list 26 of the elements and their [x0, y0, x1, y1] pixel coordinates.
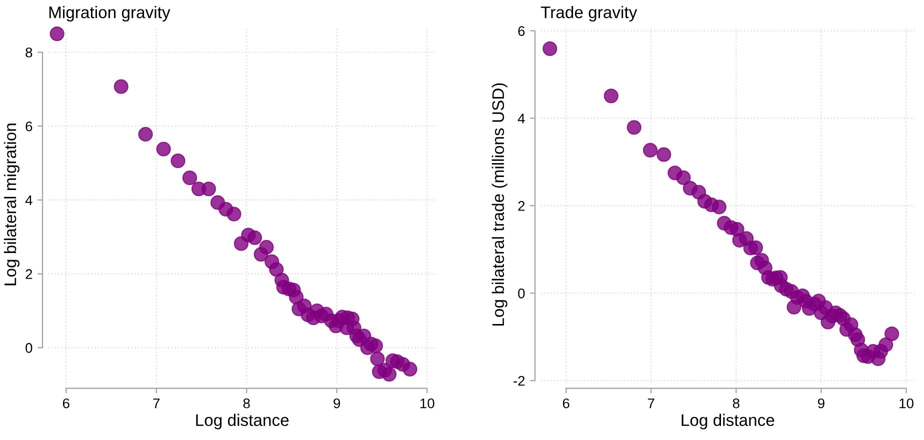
x-axis-title: Log distance [682, 414, 774, 430]
y-axis-title: Log bilateral trade (millions USD) [492, 83, 508, 326]
x-axis-title: Log distance [196, 414, 289, 430]
y-axis-title: Log bilateral migration [4, 124, 20, 286]
x-tick-label: 7 [153, 398, 160, 408]
y-tick-label: 8 [26, 48, 32, 58]
y-tick-label: 4 [25, 195, 32, 206]
x-tick-label: 8 [732, 398, 740, 408]
x-tick-label: 9 [818, 398, 824, 408]
y-tick-label: 0 [26, 343, 32, 353]
x-tick-label: 9 [334, 398, 340, 408]
y-tick-label: 4 [518, 114, 525, 124]
x-tick-label: 7 [648, 398, 654, 408]
y-tick-label: 6 [26, 121, 32, 132]
x-tick-label: 6 [62, 398, 70, 408]
y-tick-label: 2 [518, 201, 525, 211]
y-tick-label: 6 [518, 26, 525, 36]
y-tick-label: 0 [518, 288, 525, 298]
x-tick-label: 8 [243, 398, 250, 408]
x-tick-label: 6 [562, 398, 570, 408]
chart-title: Trade gravity [540, 6, 638, 22]
chart-title: Migration gravity [49, 6, 170, 22]
x-tick-label: 10 [900, 398, 914, 408]
y-tick-label: 2 [26, 269, 32, 279]
y-tick-label: -2 [514, 376, 525, 386]
x-tick-label: 10 [420, 398, 434, 408]
